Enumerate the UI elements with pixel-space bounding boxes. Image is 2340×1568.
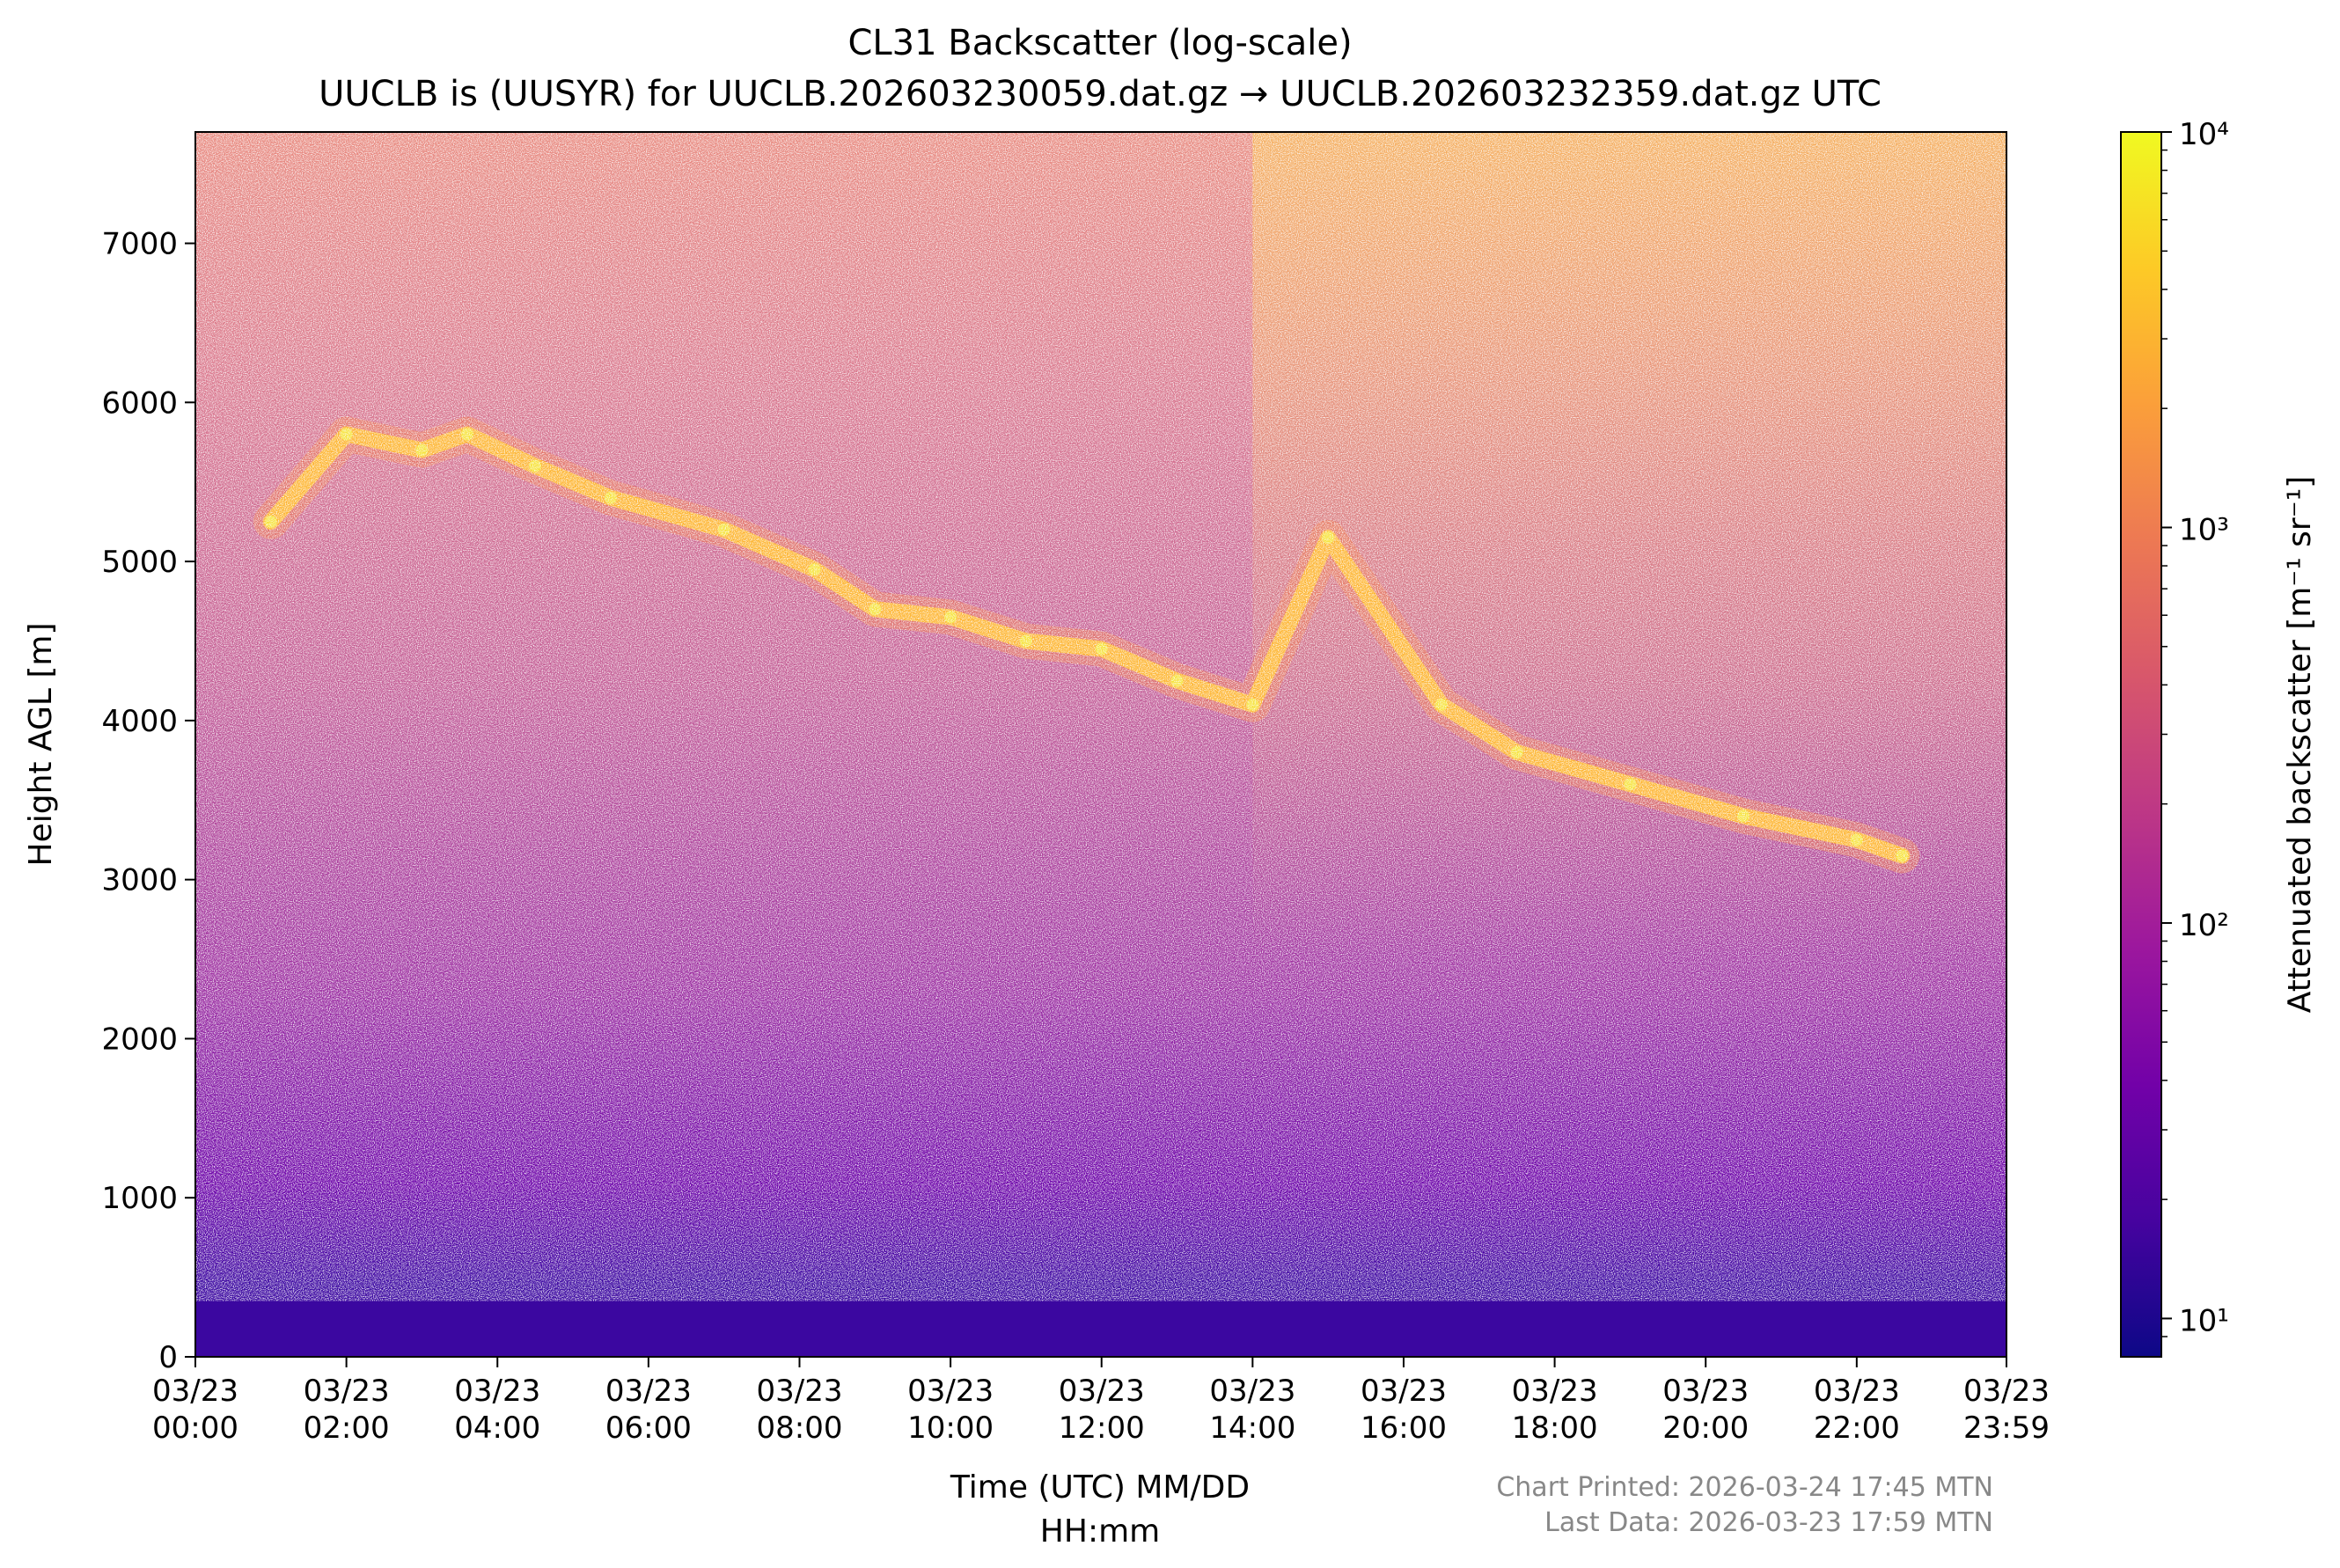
x-tick-time: 04:00: [454, 1410, 540, 1446]
colorbar-bar: [2120, 131, 2162, 1358]
y-tick-label: 5000: [101, 545, 178, 580]
x-tick-time: 23:59: [1963, 1410, 2050, 1446]
x-tick-date: 03/23: [907, 1374, 994, 1409]
x-tick-time: 10:00: [907, 1410, 994, 1446]
colorbar-tick-label: 10⁴: [2179, 117, 2229, 152]
x-tick-date: 03/23: [1814, 1374, 1900, 1409]
x-tick-time: 20:00: [1662, 1410, 1749, 1446]
y-tick-label: 4000: [101, 704, 178, 739]
chart-printed-text: Chart Printed: 2026-03-24 17:45 MTN: [1496, 1472, 1993, 1503]
colorbar-tick-label: 10¹: [2179, 1303, 2229, 1338]
y-tick-label: 2000: [101, 1022, 178, 1057]
last-data-text: Last Data: 2026-03-23 17:59 MTN: [1544, 1507, 1993, 1538]
x-tick-date: 03/23: [152, 1374, 238, 1409]
y-tick-label: 1000: [101, 1181, 178, 1216]
colorbar-tick-label: 10²: [2179, 908, 2229, 943]
x-axis-label-line2: HH:mm: [1040, 1513, 1160, 1550]
x-tick-time: 00:00: [152, 1410, 238, 1446]
x-tick-date: 03/23: [605, 1374, 692, 1409]
x-tick-time: 16:00: [1361, 1410, 1447, 1446]
footer: Chart Printed: 2026-03-24 17:45 MTN Last…: [1496, 1472, 1993, 1538]
x-tick-date: 03/23: [1662, 1374, 1749, 1409]
x-tick-time: 12:00: [1059, 1410, 1145, 1446]
x-tick-time: 08:00: [756, 1410, 842, 1446]
noise-speckle: [195, 132, 2006, 1301]
y-tick-label: 6000: [101, 385, 178, 421]
x-axis-label: Time (UTC) MM/DD: [950, 1469, 1250, 1506]
x-tick-time: 02:00: [304, 1410, 390, 1446]
x-tick-date: 03/23: [304, 1374, 390, 1409]
x-tick-time: 14:00: [1209, 1410, 1295, 1446]
y-tick-label: 3000: [101, 863, 178, 898]
x-tick-date: 03/23: [454, 1374, 540, 1409]
chart-subtitle: UUCLB is (UUSYR) for UUCLB.202603230059.…: [319, 74, 1882, 114]
x-tick-date: 03/23: [1963, 1374, 2050, 1409]
x-tick-time: 22:00: [1814, 1410, 1900, 1446]
colorbar: 10¹ 10² 10³ 10⁴ Attenuated backscatter [m⁻¹…: [2120, 117, 2318, 1358]
x-axis: 03/2300:0003/2302:0003/2304:0003/2306:00…: [152, 1357, 2050, 1446]
x-tick-date: 03/23: [1059, 1374, 1145, 1409]
y-tick-label: 0: [158, 1340, 178, 1375]
x-tick-date: 03/23: [1512, 1374, 1598, 1409]
x-tick-date: 03/23: [1361, 1374, 1447, 1409]
x-tick-date: 03/23: [1209, 1374, 1295, 1409]
x-tick-date: 03/23: [756, 1374, 842, 1409]
colorbar-label: Attenuated backscatter [m⁻¹ sr⁻¹]: [2282, 476, 2318, 1013]
heatmap-plot-area: [195, 132, 2006, 1357]
y-axis-label: Height AGL [m]: [23, 623, 59, 867]
colorbar-tick-label: 10³: [2179, 512, 2229, 547]
y-axis: 0 1000 2000 3000 4000 5000 6000 7000: [101, 227, 195, 1375]
chart-titles: CL31 Backscatter (log-scale) UUCLB is (U…: [319, 23, 1882, 114]
x-tick-time: 06:00: [605, 1410, 692, 1446]
y-tick-label: 7000: [101, 227, 178, 262]
colorbar-ticks: 10¹ 10² 10³ 10⁴: [2161, 117, 2229, 1338]
x-tick-time: 18:00: [1512, 1410, 1598, 1446]
chart-title: CL31 Backscatter (log-scale): [847, 23, 1352, 63]
